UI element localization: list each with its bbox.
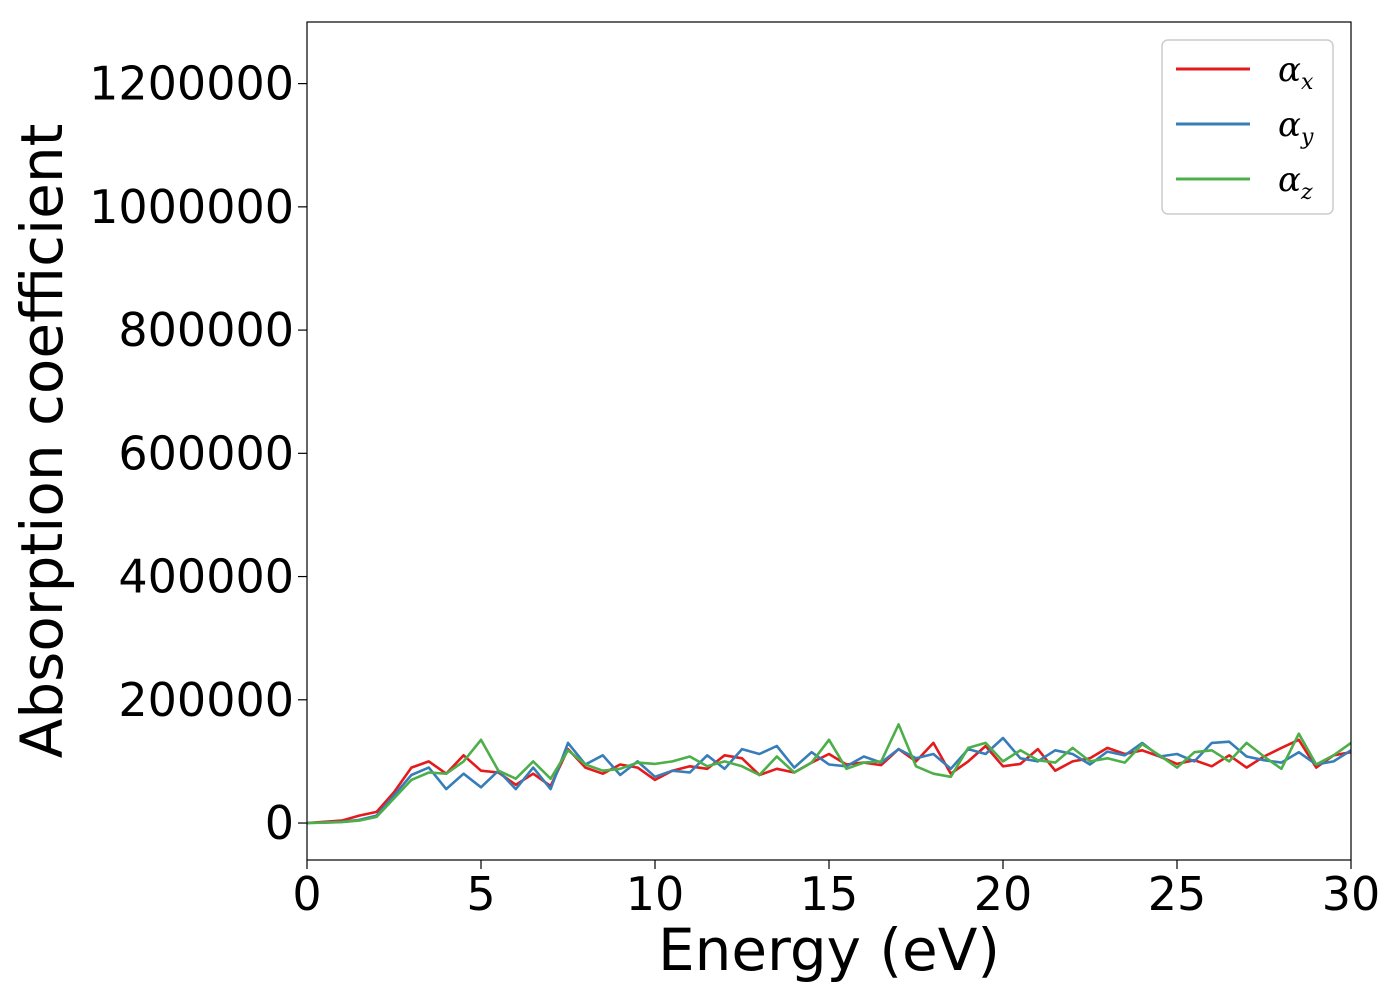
series-line-x xyxy=(307,738,1351,825)
y-tick-label: 1000000 xyxy=(89,180,294,234)
y-axis: 0 200000 400000 600000 800000 1000000 1200000 xyxy=(89,57,307,850)
series-layer xyxy=(307,723,1351,825)
y-tick-label: 400000 xyxy=(118,550,294,604)
legend-label-z: αz xyxy=(1278,160,1313,205)
y-tick-label: 200000 xyxy=(118,673,294,727)
legend: αx αy αz xyxy=(1161,39,1334,215)
y-tick-label: 0 xyxy=(265,796,294,850)
x-tick-label: 10 xyxy=(626,867,685,921)
x-tick-label: 15 xyxy=(800,867,859,921)
legend-label-x: αx xyxy=(1278,50,1314,95)
x-axis-label: Energy (eV) xyxy=(658,916,1000,984)
x-axis: 0 5 10 15 20 25 30 xyxy=(292,860,1380,921)
legend-box xyxy=(1161,39,1334,215)
y-tick-label: 1200000 xyxy=(89,57,294,111)
x-tick-label: 25 xyxy=(1148,867,1207,921)
legend-label-y: αy xyxy=(1278,105,1314,150)
y-axis-label: Absorption coefficient xyxy=(8,124,76,759)
x-tick-label: 30 xyxy=(1322,867,1381,921)
series-line-y xyxy=(307,736,1351,825)
y-tick-label: 800000 xyxy=(118,303,294,357)
x-tick-label: 20 xyxy=(974,867,1033,921)
x-tick-label: 5 xyxy=(466,867,495,921)
x-tick-label: 0 xyxy=(292,867,321,921)
y-tick-label: 600000 xyxy=(118,426,294,480)
series-line-z xyxy=(307,723,1351,825)
